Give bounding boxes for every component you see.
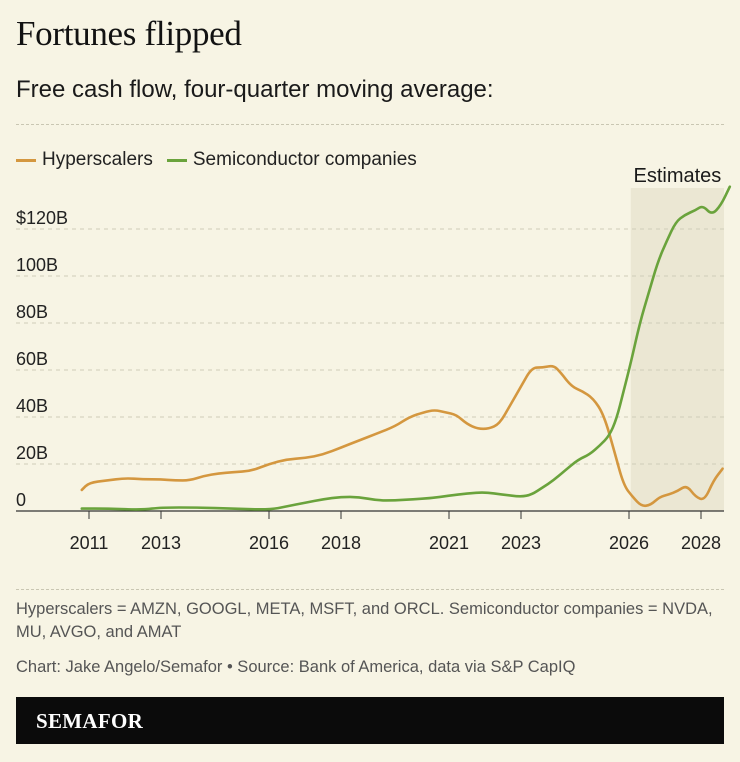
legend-label-semiconductors: Semiconductor companies xyxy=(192,149,417,170)
line-chart: Estimates 0 20B 40B 60B 80B 100B $120B 2011 2013 2… xyxy=(16,165,732,553)
y-tick-label-0: 0 xyxy=(16,490,26,510)
chart-title: Fortunes flipped xyxy=(16,14,242,53)
y-tick-label-120: $120B xyxy=(16,208,68,228)
brand-bar: SEMAFOR xyxy=(16,697,724,744)
footnote-definitions: Hyperscalers = AMZN, GOOGL, META, MSFT, … xyxy=(16,600,713,641)
semafor-logo: SEMAFOR xyxy=(36,709,144,733)
x-tick-label-2018: 2018 xyxy=(321,533,361,553)
series-line-hyperscalers xyxy=(80,364,724,508)
legend-item-hyperscalers: Hyperscalers xyxy=(16,149,153,171)
x-tick-label-2013: 2013 xyxy=(141,533,181,553)
y-tick-label-60: 60B xyxy=(16,349,48,369)
legend-item-semiconductors: Semiconductor companies xyxy=(166,149,417,171)
chart-legend: Hyperscalers Semiconductor companies xyxy=(16,149,431,171)
x-tick-label-2016: 2016 xyxy=(249,533,289,553)
legend-label-hyperscalers: Hyperscalers xyxy=(42,149,153,170)
x-tick-label-2023: 2023 xyxy=(501,533,541,553)
x-tick-label-2028: 2028 xyxy=(681,533,721,553)
legend-swatch-semiconductors xyxy=(166,158,187,162)
y-tick-label-40: 40B xyxy=(16,396,48,416)
x-tick-label-2026: 2026 xyxy=(609,533,649,553)
legend-swatch-hyperscalers xyxy=(16,158,36,162)
x-tick-label-2021: 2021 xyxy=(429,533,469,553)
y-tick-label-20: 20B xyxy=(16,443,48,463)
estimates-band xyxy=(630,188,724,511)
chart-subtitle: Free cash flow, four-quarter moving aver… xyxy=(16,76,494,103)
y-tick-label-80: 80B xyxy=(16,302,48,322)
estimates-label: Estimates xyxy=(633,165,721,187)
top-divider xyxy=(16,124,724,125)
x-tick-label-2011: 2011 xyxy=(70,533,109,553)
source-credit: Chart: Jake Angelo/Semafor • Source: Ban… xyxy=(16,658,576,676)
bottom-divider xyxy=(16,589,724,590)
y-tick-label-100: 100B xyxy=(16,255,58,275)
series-line-semiconductors xyxy=(80,185,732,511)
